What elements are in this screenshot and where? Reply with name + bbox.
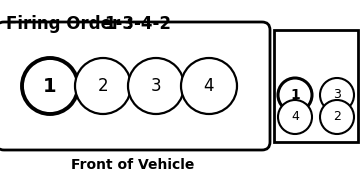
Bar <box>274 30 358 142</box>
Circle shape <box>320 100 354 134</box>
Text: 3: 3 <box>151 77 161 95</box>
Text: 2: 2 <box>98 77 108 95</box>
Circle shape <box>181 58 237 114</box>
Circle shape <box>128 58 184 114</box>
Circle shape <box>278 100 312 134</box>
FancyBboxPatch shape <box>0 22 270 150</box>
Circle shape <box>75 58 131 114</box>
Circle shape <box>278 78 312 112</box>
Text: 1-3-4-2: 1-3-4-2 <box>104 15 171 33</box>
Text: 2: 2 <box>333 110 341 123</box>
Text: Firing Order :: Firing Order : <box>6 15 144 33</box>
Text: 4: 4 <box>204 77 214 95</box>
Circle shape <box>320 78 354 112</box>
Text: 1: 1 <box>290 88 300 102</box>
Text: Front of Vehicle: Front of Vehicle <box>71 158 195 172</box>
Text: 3: 3 <box>333 89 341 101</box>
Text: 1: 1 <box>43 77 57 95</box>
Circle shape <box>22 58 78 114</box>
Text: 4: 4 <box>291 110 299 123</box>
